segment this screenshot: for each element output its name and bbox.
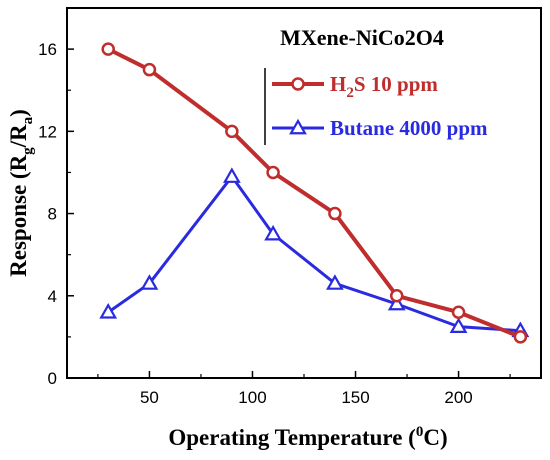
x-tick-label: 150: [341, 388, 369, 407]
y-tick-label: 12: [38, 122, 57, 141]
y-axis-title-sub-g: g: [20, 147, 36, 155]
x-axis-title-sup: 0: [416, 424, 424, 440]
data-point: [99, 303, 118, 319]
y-axis: 0 4 8 12 16: [38, 7, 74, 388]
x-axis: 50 100 150 200: [97, 371, 511, 407]
data-point: [449, 317, 468, 333]
legend-items: H2S 10 ppm Butane 4000 ppm: [272, 72, 488, 140]
legend-label-tail: S 10 ppm: [354, 72, 439, 96]
y-tick-label: 16: [38, 40, 57, 59]
x-tick-label: 200: [444, 388, 472, 407]
x-tick-label: 50: [140, 388, 159, 407]
legend: H2S 10 ppm Butane 4000 ppm: [264, 68, 488, 145]
chart-annotation: MXene-NiCo2O4: [280, 25, 444, 50]
legend-label-main: Butane 4000 ppm: [330, 116, 488, 140]
legend-item: Butane 4000 ppm: [272, 116, 488, 140]
y-tick-label: 4: [48, 287, 57, 306]
x-axis-title-main: Operating Temperature (: [168, 425, 415, 450]
y-tick-label: 8: [48, 205, 57, 224]
data-point: [387, 294, 406, 311]
series-line: [107, 47, 522, 339]
series-layer: [99, 42, 530, 344]
y-axis-title-mid: /R: [6, 124, 31, 148]
x-tick-label: 100: [238, 388, 266, 407]
data-point: [225, 124, 239, 139]
legend-swatch-marker: [289, 118, 307, 135]
series-line: [107, 175, 521, 333]
data-point: [140, 274, 159, 290]
y-tick-label: 0: [48, 369, 57, 388]
x-axis-title-tail: C): [423, 425, 447, 450]
data-point: [264, 224, 282, 241]
data-point: [328, 206, 342, 221]
y-axis-title-main: Response (R: [6, 154, 31, 276]
y-axis-title-tail: ): [6, 109, 31, 117]
data-point: [451, 305, 466, 319]
data-point: [266, 165, 280, 180]
data-point: [222, 167, 241, 183]
x-axis-title: Operating Temperature (0C): [168, 424, 447, 450]
legend-item: H2S 10 ppm: [272, 72, 438, 101]
legend-swatch-marker: [291, 77, 305, 91]
legend-label: Butane 4000 ppm: [330, 116, 488, 140]
data-point: [101, 42, 115, 56]
legend-label-main: H: [330, 72, 346, 96]
series-h2s: [101, 42, 528, 344]
data-point: [389, 289, 404, 303]
series-butane: [99, 167, 530, 338]
legend-label: H2S 10 ppm: [330, 72, 438, 101]
data-point: [326, 274, 344, 290]
legend-label-sub: 2: [346, 85, 354, 101]
y-axis-title-sub-a: a: [20, 116, 36, 124]
y-axis-title: Response (Rg/Ra): [6, 109, 36, 277]
data-point: [513, 330, 528, 344]
data-point: [142, 62, 157, 77]
